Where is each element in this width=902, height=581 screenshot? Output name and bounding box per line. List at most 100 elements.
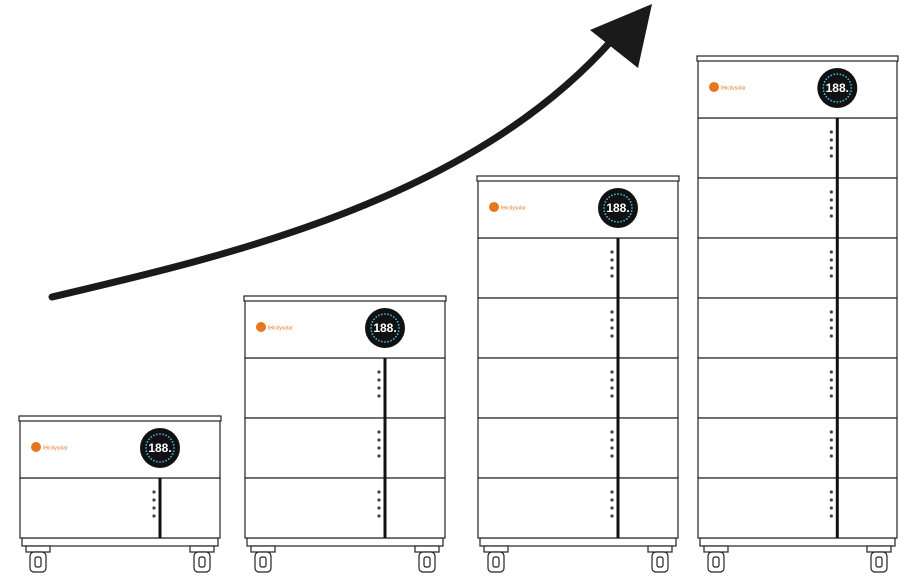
- indicator-dot: [829, 138, 833, 142]
- display-ring-dot: [630, 203, 633, 206]
- display-ring-dot: [629, 201, 632, 203]
- wheel-mount: [866, 545, 892, 553]
- display-ring-dot: [613, 220, 616, 223]
- display-ring-dot: [625, 196, 628, 198]
- indicator-dot: [829, 446, 833, 450]
- display-ring-dot: [850, 90, 852, 93]
- battery-module: [19, 477, 221, 539]
- base: [21, 537, 219, 547]
- wheel-hub: [712, 556, 720, 568]
- display-ring-dot: [836, 73, 839, 75]
- display-ring-dot: [620, 220, 623, 223]
- display-ring-dot: [155, 460, 158, 463]
- control-box: [19, 417, 221, 479]
- display-ring-dot: [171, 453, 174, 455]
- indicator-dot: [829, 258, 833, 262]
- logo-mark: [256, 322, 266, 332]
- display-ring-dot: [146, 453, 149, 455]
- indicator-dot: [377, 446, 381, 450]
- indicator-dot: [829, 334, 833, 338]
- control-box: [244, 297, 446, 359]
- lid: [476, 175, 680, 182]
- display-ring-dot: [847, 95, 850, 98]
- display-ring-dot: [373, 335, 375, 338]
- display-ring-dot: [822, 90, 825, 93]
- indicator-dot: [610, 490, 614, 494]
- battery-module: [697, 417, 898, 479]
- display-ring-dot: [378, 314, 380, 317]
- indicator-dot: [610, 258, 614, 262]
- display-ring-dot: [631, 207, 633, 209]
- indicator-dot: [829, 490, 833, 494]
- display-ring-dot: [395, 335, 397, 338]
- display-ring-dot: [173, 447, 175, 449]
- indicator-dot: [829, 154, 833, 158]
- battery-module: [697, 237, 898, 299]
- indicator-dot: [829, 430, 833, 434]
- display-ring-dot: [384, 341, 386, 343]
- display-ring-dot: [847, 78, 850, 81]
- display-ring-dot: [380, 313, 383, 316]
- battery-module: [697, 177, 898, 239]
- indicator-dot: [610, 318, 614, 322]
- display-ring-dot: [603, 210, 606, 213]
- display-ring-dot: [170, 455, 172, 458]
- display-ring-dot: [375, 338, 378, 340]
- display: [140, 428, 180, 468]
- display-ring-dot: [825, 95, 828, 98]
- display-ring-dot: [397, 323, 400, 326]
- logo-mark: [489, 202, 499, 212]
- indicator-dot: [829, 266, 833, 270]
- display-ring-dot: [378, 339, 380, 342]
- display-ring-dot: [850, 87, 853, 89]
- display-ring-dot: [153, 459, 155, 462]
- indicator-dot: [610, 250, 614, 254]
- indicator-dot: [829, 514, 833, 518]
- lid: [243, 295, 447, 302]
- indicator-dot: [152, 490, 156, 494]
- wheel-hub: [423, 556, 431, 568]
- indicator-dot: [829, 274, 833, 278]
- indicator-dot: [829, 318, 833, 322]
- logo-mark: [31, 442, 41, 452]
- display-ring-dot: [390, 314, 392, 317]
- display-ring-dot: [170, 438, 172, 441]
- wheel-mount: [414, 545, 440, 553]
- display-ring-dot: [387, 313, 390, 316]
- indicator-dot: [152, 498, 156, 502]
- indicator-dot: [829, 326, 833, 330]
- display-ring-dot: [370, 327, 372, 329]
- battery-module: [477, 357, 679, 419]
- display-ring-dot: [823, 93, 826, 95]
- display-ring-dot: [167, 436, 170, 438]
- display-ring-dot: [823, 81, 826, 83]
- control-box: [477, 177, 679, 239]
- indicator-dot: [829, 310, 833, 314]
- battery-module: [697, 357, 898, 419]
- display-ring-dot: [396, 321, 399, 323]
- indicator-dot: [610, 438, 614, 442]
- display-ring-dot: [630, 210, 633, 213]
- display-ring-dot: [617, 193, 619, 195]
- wheel-hub: [259, 556, 267, 568]
- base: [699, 537, 896, 547]
- display-ring-dot: [171, 441, 174, 443]
- wheel-mount: [483, 545, 509, 553]
- battery-module: [477, 297, 679, 359]
- indicator-dot: [829, 394, 833, 398]
- display-ring-dot: [165, 459, 167, 462]
- indicator-dot: [610, 310, 614, 314]
- indicator-dot: [829, 250, 833, 254]
- arrow-head: [590, 4, 652, 68]
- display-ring-dot: [611, 194, 613, 197]
- display-ring-dot: [845, 98, 847, 100]
- display-ring-dot: [371, 333, 374, 335]
- display-ring-dot: [387, 340, 390, 343]
- brand-name: felicitysolar: [501, 205, 526, 211]
- indicator-dot: [610, 378, 614, 382]
- display-ring-dot: [165, 434, 167, 437]
- display-ring-dot: [162, 433, 165, 436]
- indicator-dot: [610, 498, 614, 502]
- indicator-dot: [377, 506, 381, 510]
- indicator-dot: [829, 438, 833, 442]
